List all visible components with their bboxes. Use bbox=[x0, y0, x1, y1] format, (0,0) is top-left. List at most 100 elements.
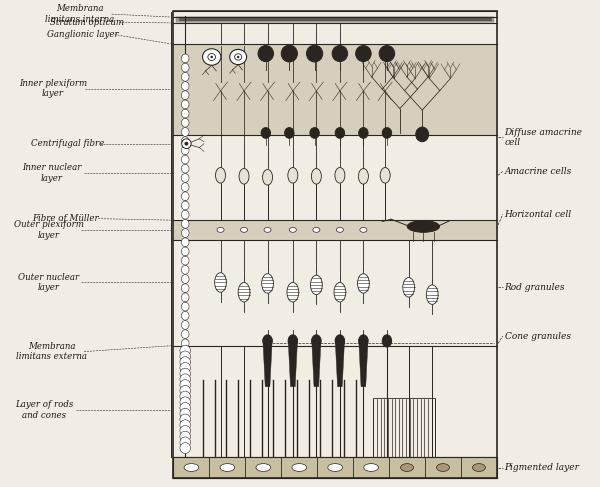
Ellipse shape bbox=[180, 408, 191, 419]
Ellipse shape bbox=[217, 227, 224, 232]
Ellipse shape bbox=[215, 168, 226, 183]
Text: Outer nuclear
layer: Outer nuclear layer bbox=[18, 273, 79, 292]
Ellipse shape bbox=[263, 169, 272, 185]
Ellipse shape bbox=[281, 45, 298, 62]
Ellipse shape bbox=[181, 256, 189, 265]
Ellipse shape bbox=[262, 274, 274, 293]
Ellipse shape bbox=[181, 137, 189, 146]
Ellipse shape bbox=[180, 362, 191, 373]
Ellipse shape bbox=[180, 443, 191, 453]
Ellipse shape bbox=[180, 380, 191, 391]
Ellipse shape bbox=[310, 275, 322, 295]
Ellipse shape bbox=[407, 221, 440, 232]
Ellipse shape bbox=[241, 227, 248, 232]
Ellipse shape bbox=[181, 82, 189, 91]
Ellipse shape bbox=[185, 142, 188, 145]
Text: Outer plexiform
layer: Outer plexiform layer bbox=[14, 220, 84, 240]
Ellipse shape bbox=[180, 374, 191, 385]
Ellipse shape bbox=[311, 335, 321, 347]
Ellipse shape bbox=[360, 227, 367, 232]
Polygon shape bbox=[335, 339, 344, 387]
Ellipse shape bbox=[181, 183, 189, 191]
Ellipse shape bbox=[401, 464, 413, 471]
Ellipse shape bbox=[180, 414, 191, 425]
Ellipse shape bbox=[180, 420, 191, 431]
Ellipse shape bbox=[181, 54, 189, 63]
Text: Pigmented layer: Pigmented layer bbox=[505, 463, 580, 472]
Ellipse shape bbox=[181, 173, 189, 182]
Ellipse shape bbox=[239, 169, 249, 184]
Ellipse shape bbox=[181, 339, 189, 348]
Ellipse shape bbox=[284, 128, 294, 138]
Ellipse shape bbox=[181, 330, 189, 338]
Text: Membrana
limitans interna: Membrana limitans interna bbox=[45, 4, 114, 24]
Bar bbox=[173, 44, 497, 135]
Ellipse shape bbox=[181, 210, 189, 219]
Ellipse shape bbox=[238, 282, 250, 302]
Ellipse shape bbox=[335, 168, 345, 183]
Ellipse shape bbox=[335, 128, 344, 138]
Ellipse shape bbox=[215, 273, 226, 292]
Text: Horizontal cell: Horizontal cell bbox=[505, 210, 572, 219]
Ellipse shape bbox=[403, 278, 415, 297]
Ellipse shape bbox=[181, 146, 189, 155]
Ellipse shape bbox=[208, 54, 215, 60]
Ellipse shape bbox=[358, 274, 369, 293]
Bar bbox=[173, 220, 497, 240]
Ellipse shape bbox=[292, 464, 307, 471]
Ellipse shape bbox=[181, 118, 189, 127]
Ellipse shape bbox=[382, 128, 392, 138]
Ellipse shape bbox=[307, 45, 323, 62]
Ellipse shape bbox=[211, 56, 212, 58]
Ellipse shape bbox=[181, 109, 189, 118]
Ellipse shape bbox=[181, 275, 189, 283]
Ellipse shape bbox=[181, 192, 189, 201]
Ellipse shape bbox=[181, 320, 189, 329]
Ellipse shape bbox=[356, 45, 371, 62]
Ellipse shape bbox=[220, 464, 235, 471]
Ellipse shape bbox=[472, 464, 485, 471]
Text: Inner plexiform
layer: Inner plexiform layer bbox=[19, 79, 87, 98]
Ellipse shape bbox=[328, 464, 343, 471]
Text: Diffuse amacrine
cell: Diffuse amacrine cell bbox=[505, 128, 583, 147]
Ellipse shape bbox=[181, 238, 189, 246]
Bar bbox=[173, 11, 497, 478]
Ellipse shape bbox=[289, 227, 296, 232]
Ellipse shape bbox=[288, 335, 298, 347]
Ellipse shape bbox=[359, 335, 368, 347]
Ellipse shape bbox=[180, 345, 191, 356]
Text: Ganglionic layer: Ganglionic layer bbox=[47, 30, 118, 39]
Polygon shape bbox=[263, 339, 272, 387]
Ellipse shape bbox=[380, 168, 390, 183]
Ellipse shape bbox=[182, 139, 191, 149]
Ellipse shape bbox=[311, 169, 322, 184]
Text: Membrana
limitans externa: Membrana limitans externa bbox=[16, 342, 87, 361]
Ellipse shape bbox=[181, 229, 189, 238]
Ellipse shape bbox=[358, 169, 368, 184]
Ellipse shape bbox=[313, 227, 320, 232]
Ellipse shape bbox=[332, 45, 347, 62]
Text: Layer of rods
and cones: Layer of rods and cones bbox=[15, 400, 73, 420]
Ellipse shape bbox=[181, 91, 189, 99]
Text: Stratum opticum: Stratum opticum bbox=[50, 18, 124, 27]
Text: Rod granules: Rod granules bbox=[505, 283, 565, 292]
Ellipse shape bbox=[180, 391, 191, 402]
Ellipse shape bbox=[181, 128, 189, 136]
Ellipse shape bbox=[359, 128, 368, 138]
Ellipse shape bbox=[181, 284, 189, 293]
Ellipse shape bbox=[264, 227, 271, 232]
Text: Amacrine cells: Amacrine cells bbox=[505, 167, 572, 176]
Ellipse shape bbox=[379, 45, 395, 62]
Ellipse shape bbox=[180, 368, 191, 379]
Ellipse shape bbox=[427, 285, 438, 304]
Text: Centrifugal fibre: Centrifugal fibre bbox=[31, 139, 104, 148]
Ellipse shape bbox=[181, 247, 189, 256]
Ellipse shape bbox=[288, 168, 298, 183]
Ellipse shape bbox=[181, 265, 189, 274]
Ellipse shape bbox=[337, 227, 343, 232]
Ellipse shape bbox=[181, 155, 189, 164]
Ellipse shape bbox=[364, 464, 379, 471]
Ellipse shape bbox=[287, 282, 299, 302]
Ellipse shape bbox=[181, 100, 189, 109]
Ellipse shape bbox=[235, 54, 242, 60]
